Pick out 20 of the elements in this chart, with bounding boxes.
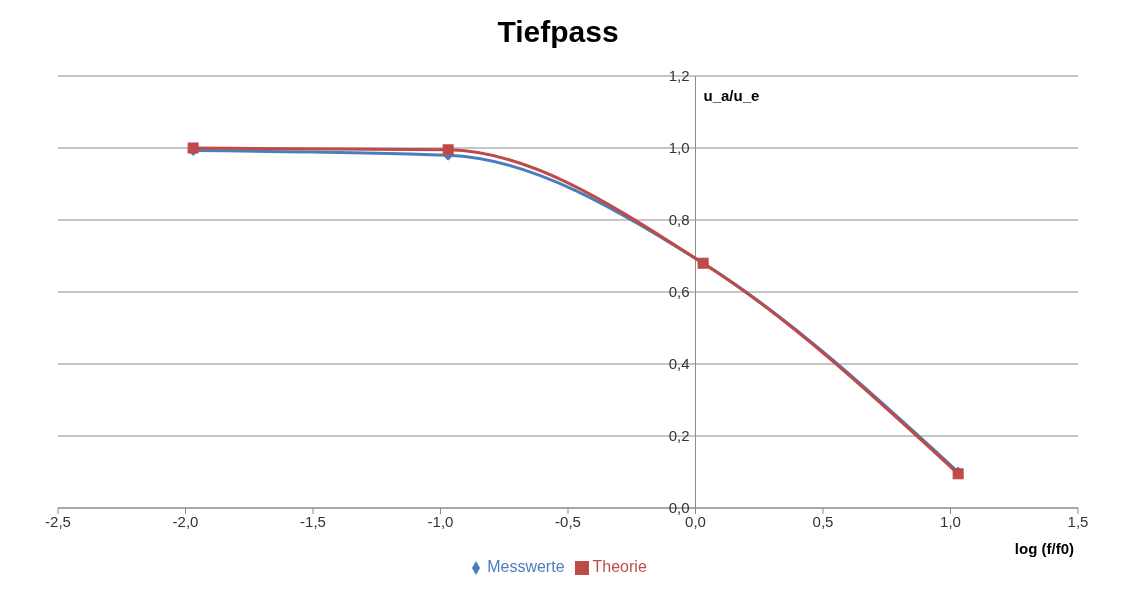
- y-tick-label: 0,8: [668, 211, 690, 228]
- legend-label: Messwerte: [487, 558, 565, 575]
- y-tick-label: 0,4: [668, 355, 690, 372]
- y-tick-label: 1,2: [668, 67, 690, 84]
- y-tick-label: 1,0: [668, 139, 690, 156]
- y-axis-title: u_a/u_e: [703, 86, 760, 104]
- x-tick-label: -2,5: [45, 512, 71, 530]
- x-tick-label: -0,5: [555, 512, 581, 530]
- x-tick-label: 0,5: [812, 512, 834, 530]
- x-tick-label: 1,0: [940, 512, 961, 530]
- point: [442, 144, 454, 156]
- x-tick-label: -1,0: [427, 512, 454, 530]
- x-axis-title: log (f/f0): [1014, 540, 1074, 557]
- y-tick-label: 0,6: [668, 283, 690, 300]
- x-tick-label: -2,0: [172, 512, 199, 530]
- legend-label: Theorie: [592, 558, 647, 575]
- chart-title: Tiefpass: [496, 14, 620, 50]
- x-tick-label: 1,5: [1067, 512, 1089, 530]
- y-tick-label: 0,2: [668, 427, 690, 444]
- x-tick-label: -1,5: [300, 512, 326, 530]
